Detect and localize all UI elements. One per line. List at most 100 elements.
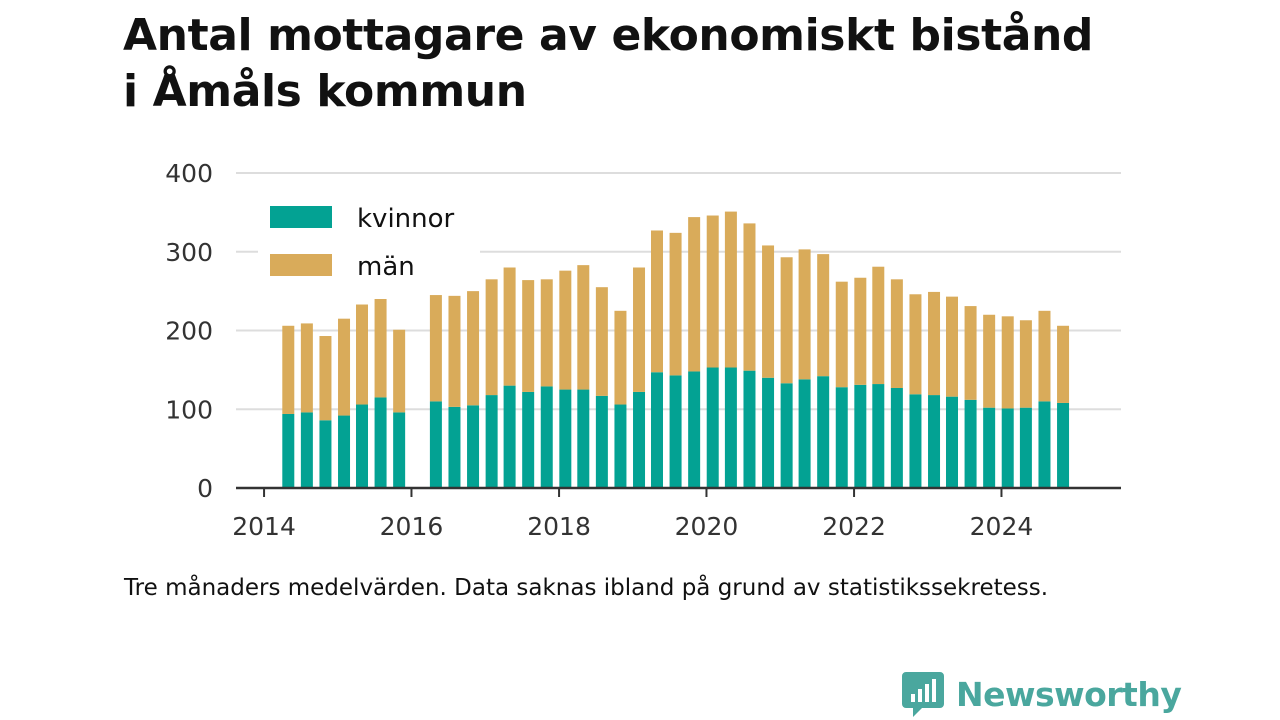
chart-title-line-2: i Åmåls kommun [123,66,527,117]
legend-swatch-man [270,254,332,276]
x-tick-label: 2020 [675,512,739,541]
bar-kvinnor [1001,408,1014,488]
bar-man [872,266,885,385]
bar-man [743,223,756,371]
brand-logo[interactable]: Newsworthy [902,670,1182,718]
bar-kvinnor [540,386,553,488]
bar-man [485,279,498,396]
bar-man [706,215,719,368]
bar-kvinnor [762,377,775,488]
bar-man [559,270,572,390]
chart-title: Antal mottagare av ekonomiskt bistånd i … [123,8,1093,120]
bar-kvinnor [650,372,663,488]
bar-kvinnor [467,405,480,488]
x-tick-label: 2022 [822,512,886,541]
bar-kvinnor [577,389,590,488]
bar-man [909,294,922,395]
x-tick-label: 2018 [527,512,591,541]
bar-man [983,314,996,408]
bar-man [614,310,627,405]
bar-man [945,296,958,397]
bar-man [1001,316,1014,409]
bar-man [762,245,775,378]
bar-man [448,295,461,407]
bar-kvinnor [595,395,608,488]
bar-kvinnor [835,387,848,488]
bar-kvinnor [724,367,737,488]
bar-man [1038,310,1051,402]
bar-kvinnor [448,406,461,488]
bar-kvinnor [300,412,313,488]
bar-man [522,280,535,392]
bar-man [429,295,442,402]
bar-kvinnor [928,395,941,488]
x-tick-label: 2016 [380,512,444,541]
bar-kvinnor [688,371,701,488]
bar-kvinnor [1019,407,1032,488]
legend-label-man: män [357,252,415,282]
bar-kvinnor [1038,401,1051,488]
bar-man [282,325,295,414]
bar-kvinnor [872,384,885,488]
bar-kvinnor [706,367,719,488]
bar-man [669,232,682,376]
bar-man [798,249,811,380]
x-tick-label: 2014 [232,512,296,541]
bar-man [1019,320,1032,408]
bar-man [355,304,368,405]
bar-kvinnor [743,370,756,488]
y-tick-label: 300 [165,238,213,267]
bar-kvinnor [983,407,996,488]
x-tick-label: 2024 [970,512,1034,541]
bar-kvinnor [374,397,387,488]
bar-man [817,254,830,377]
bar-man [890,279,903,388]
bar-man [964,306,977,400]
brand-name: Newsworthy [956,674,1182,714]
bar-kvinnor [1057,402,1070,488]
y-tick-label: 100 [165,395,213,424]
bar-man [300,323,313,413]
bar-man [835,281,848,388]
bar-kvinnor [522,391,535,488]
bar-kvinnor [559,389,572,488]
bar-man [724,211,737,368]
bar-kvinnor [945,396,958,488]
bar-man [780,257,793,384]
bar-kvinnor [429,401,442,488]
bar-man [595,287,608,396]
legend-swatch-kvinnor [270,206,332,228]
bar-man [319,336,332,421]
bar-kvinnor [393,412,406,488]
bar-man [393,329,406,413]
newsworthy-logo-icon [902,672,944,717]
bar-kvinnor [854,384,867,488]
bar-kvinnor [633,391,646,488]
bar-man [338,318,351,416]
bar-man [854,277,867,385]
bar-kvinnor [485,395,498,488]
y-tick-label: 0 [197,474,213,503]
bar-kvinnor [614,404,627,488]
bar-kvinnor [319,420,332,488]
bar-man [650,230,663,373]
chart-title-line-1: Antal mottagare av ekonomiskt bistånd [123,10,1094,61]
bar-kvinnor [503,385,516,488]
bar-kvinnor [780,383,793,488]
bar-man [467,291,480,406]
bar-kvinnor [909,394,922,488]
bar-man [633,267,646,392]
bar-kvinnor [282,413,295,488]
bar-man [503,267,516,386]
bar-man [540,279,553,387]
bar-man [577,265,590,390]
bar-man [1057,325,1070,403]
bar-kvinnor [338,415,351,488]
bar-kvinnor [890,387,903,488]
bar-kvinnor [669,375,682,488]
chart-caption: Tre månaders medelvärden. Data saknas ib… [124,575,1049,601]
bar-kvinnor [355,404,368,488]
bar-man [688,217,701,372]
y-tick-label: 200 [165,317,213,346]
